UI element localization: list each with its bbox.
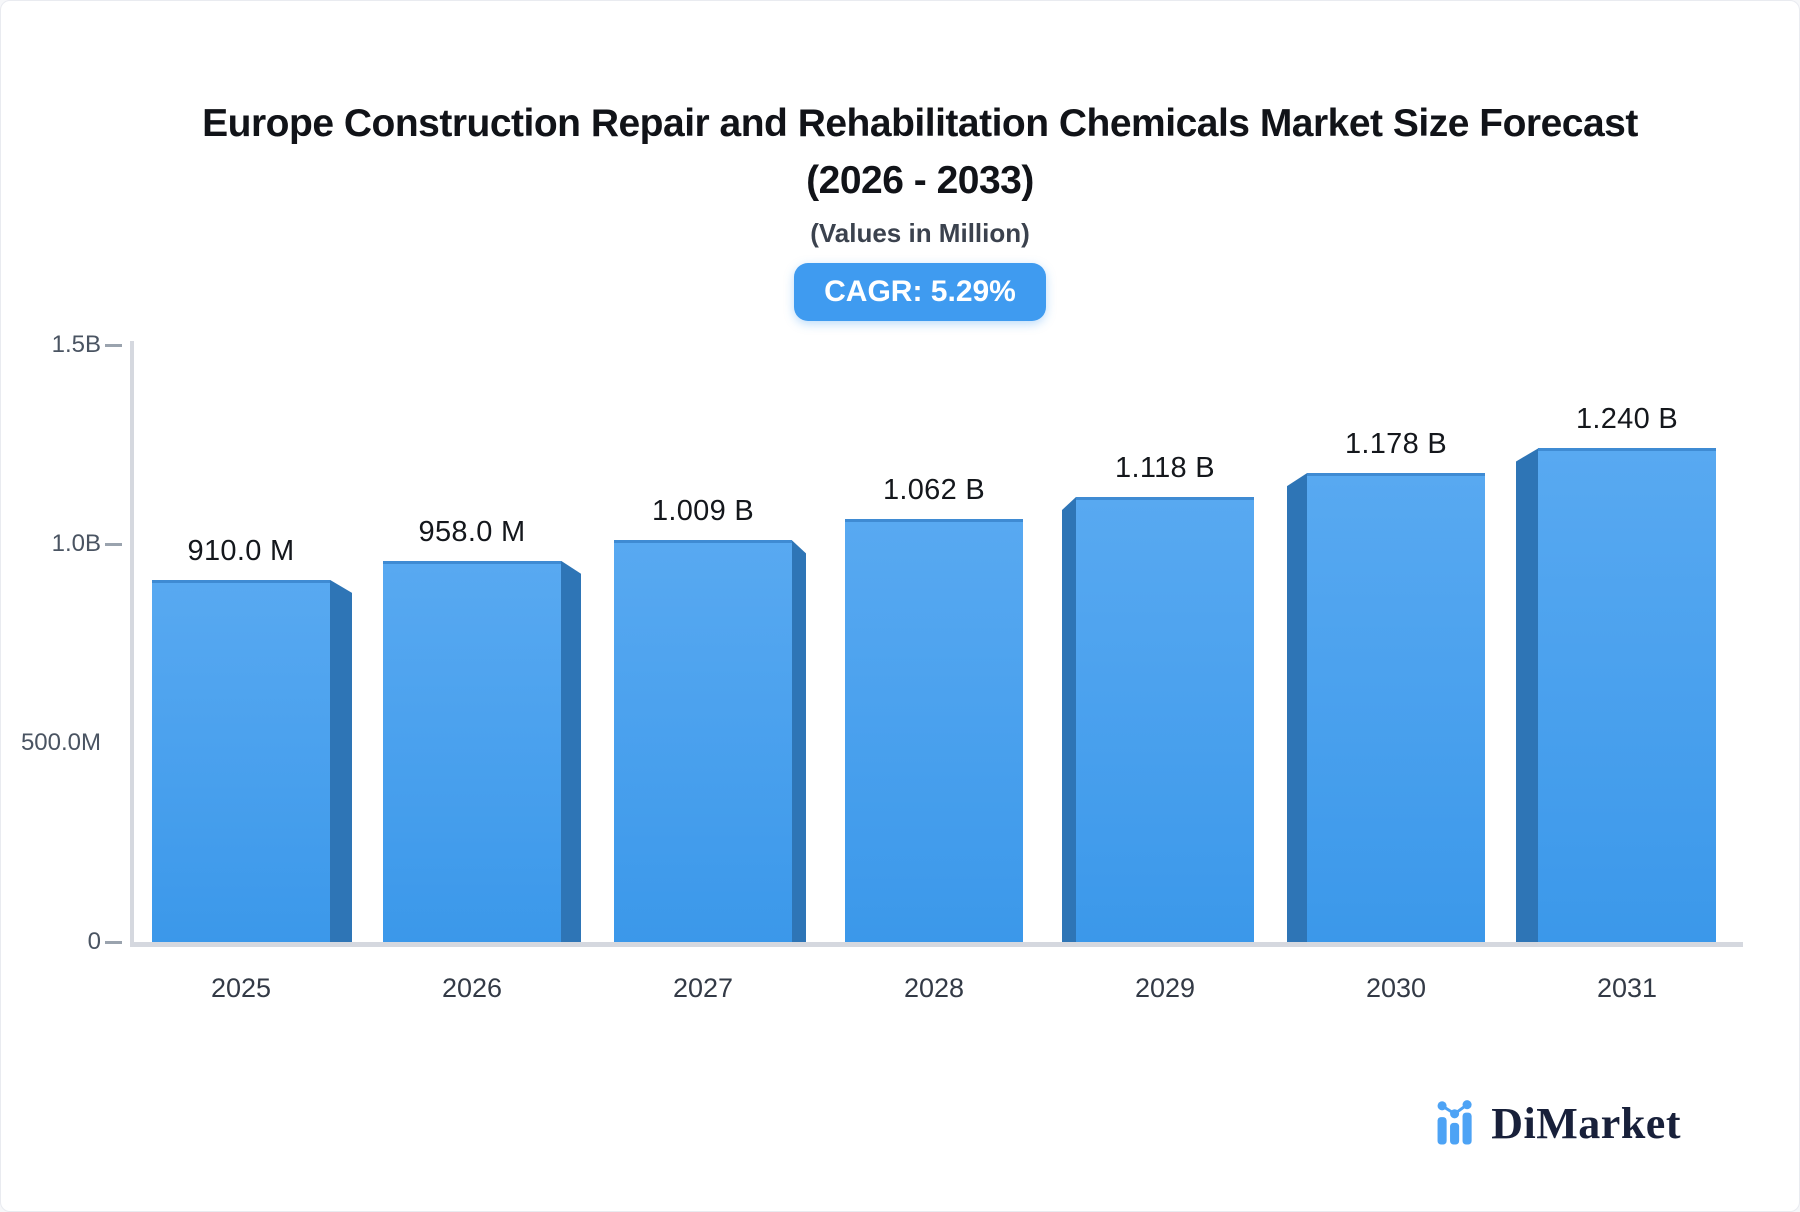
chart-header: Europe Construction Repair and Rehabilit… <box>41 1 1799 321</box>
y-tick-mark <box>105 543 122 546</box>
bar-2031 <box>1538 448 1716 942</box>
bar-value-label: 1.009 B <box>651 495 755 528</box>
x-axis-label-2025: 2025 <box>210 973 272 1003</box>
bar-side-face-2031 <box>1516 448 1538 942</box>
bar-value-label: 1.062 B <box>882 474 986 507</box>
bar-side-face-2027 <box>792 540 806 942</box>
cagr-badge: CAGR: 5.29% <box>794 262 1046 321</box>
y-tick-mark <box>105 344 122 347</box>
y-tick-label: 0 <box>87 928 101 955</box>
dimarket-logo: DiMarket <box>1435 1098 1681 1149</box>
x-axis-label-2029: 2029 <box>1134 973 1196 1003</box>
x-axis-label-2031: 2031 <box>1596 973 1658 1003</box>
bar-value-label: 1.118 B <box>1115 452 1215 485</box>
bar-side-face-2030 <box>1287 473 1307 942</box>
chart-subtitle: (Values in Million) <box>810 217 1030 248</box>
brand-name: DiMarket <box>1491 1099 1681 1148</box>
bar-2028 <box>845 519 1023 942</box>
y-tick-mark <box>105 941 122 944</box>
y-tick-label: 500.0M <box>20 729 101 756</box>
bar-side-face-2029 <box>1062 497 1076 942</box>
bar-value-label: 958.0 M <box>418 515 526 548</box>
x-axis-label-2028: 2028 <box>903 973 965 1003</box>
bar-chart-trend-icon <box>1437 1099 1472 1144</box>
bar-value-label: 910.0 M <box>187 534 295 567</box>
bar-2026 <box>383 560 561 942</box>
bar-side-face-2026 <box>561 560 581 942</box>
chart-title: Europe Construction Repair and Rehabilit… <box>41 1 1799 210</box>
bar-value-label: 1.240 B <box>1575 403 1679 436</box>
x-axis-label-2026: 2026 <box>441 973 503 1003</box>
bar-value-label: 1.178 B <box>1344 428 1448 461</box>
bar-2030 <box>1307 473 1485 942</box>
y-axis-line <box>130 341 134 947</box>
y-tick-label: 1.5B <box>51 331 101 358</box>
x-axis-label-2030: 2030 <box>1365 973 1427 1003</box>
chart-title-line2: (2026 - 2033) <box>806 159 1034 203</box>
bar-2029 <box>1076 497 1254 942</box>
chart-title-line1: Europe Construction Repair and Rehabilit… <box>202 102 1638 145</box>
bar-2025 <box>152 579 330 942</box>
bar-side-face-2025 <box>330 579 352 942</box>
y-tick-label: 1.0B <box>51 530 101 557</box>
bar-2027 <box>614 540 792 942</box>
x-axis-line <box>130 942 1743 947</box>
x-axis-label-2027: 2027 <box>672 973 734 1003</box>
